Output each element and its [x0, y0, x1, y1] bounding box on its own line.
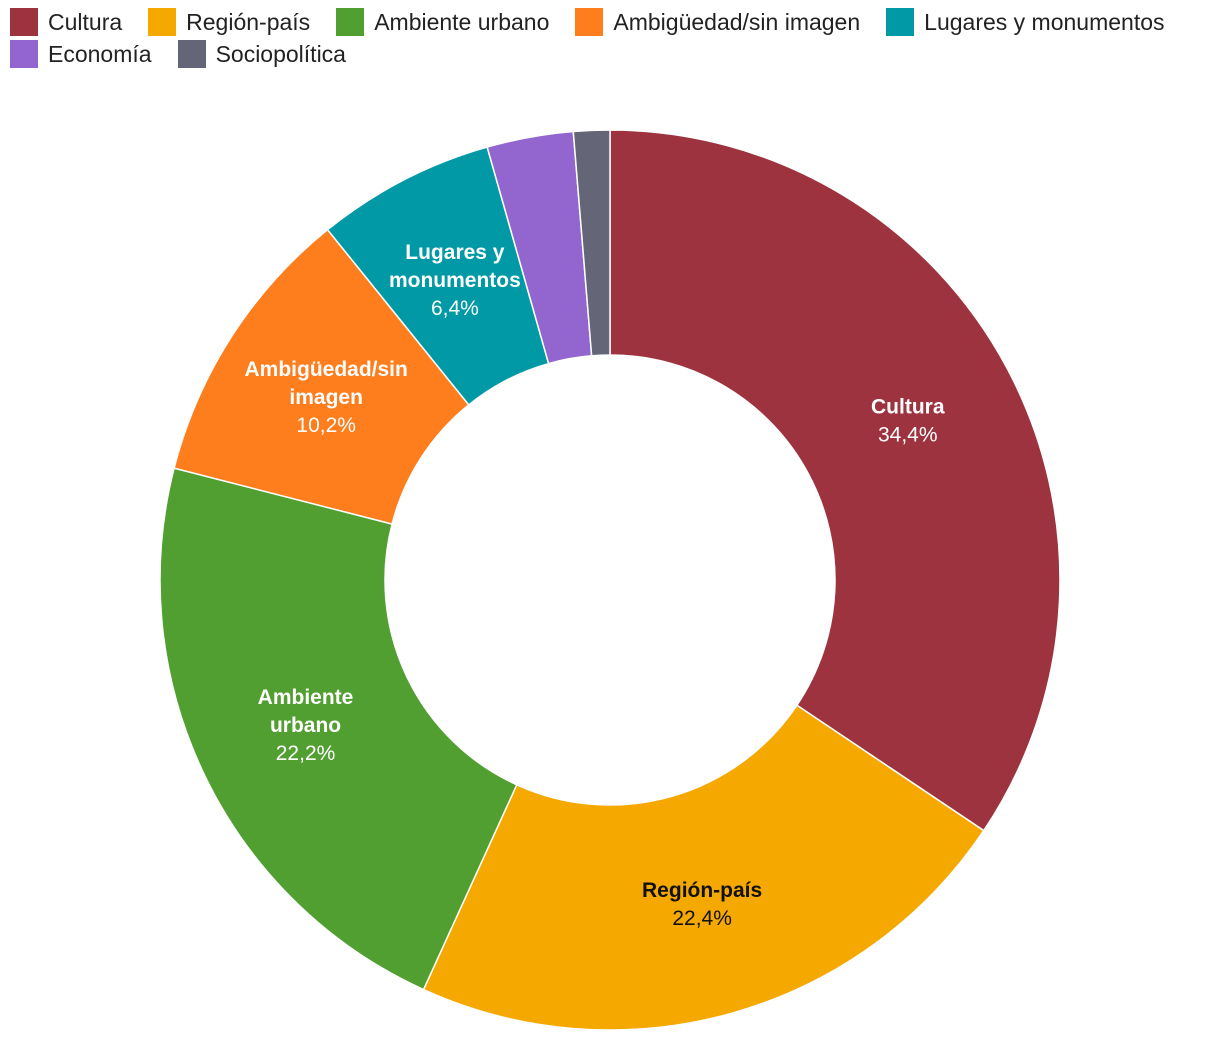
donut-slice[interactable] — [572, 129, 611, 357]
slice-label-title: Cultura — [871, 396, 945, 419]
donut-slice[interactable] — [422, 704, 985, 1031]
donut-slice[interactable] — [609, 129, 1061, 832]
legend-item[interactable]: Sociopolítica — [177, 40, 346, 68]
slice-label-title: imagen — [289, 386, 363, 409]
legend-item[interactable]: Región-país — [148, 8, 310, 36]
legend-swatch — [886, 8, 915, 36]
slice-label-value: 10,2% — [296, 414, 356, 437]
slice-label-title: Ambiente — [258, 686, 354, 709]
legend-label: Ambigüedad/sin imagen — [613, 8, 861, 35]
slice-label-title: Ambigüedad/sin — [245, 358, 408, 381]
legend-label: Ambiente urbano — [374, 8, 550, 35]
legend-item[interactable]: Lugares y monumentos — [886, 8, 1165, 36]
legend-item[interactable]: Ambigüedad/sin imagen — [575, 8, 860, 36]
legend-swatch — [575, 8, 604, 36]
legend-label: Economía — [48, 40, 152, 67]
slice-label-value: 22,4% — [672, 907, 732, 930]
slice-label-value: 34,4% — [878, 424, 938, 447]
legend-swatch — [10, 8, 38, 36]
legend-swatch — [336, 8, 365, 36]
slice-label: Región-país 22,4% — [642, 879, 762, 930]
legend-swatch — [10, 40, 38, 68]
slice-label-title: urbano — [270, 714, 341, 737]
slice-label-title: Región-país — [642, 879, 762, 902]
donut-slice[interactable] — [173, 228, 470, 525]
slice-label: Ambiente urbano 22,2% — [258, 686, 354, 765]
slice-label: Ambigüedad/sin imagen 10,2% — [245, 358, 408, 437]
donut-slice[interactable] — [159, 467, 518, 991]
legend-label: Cultura — [48, 8, 123, 35]
slice-label-title: Lugares y — [405, 241, 505, 264]
legend-label: Lugares y monumentos — [924, 8, 1165, 35]
legend-label: Región-país — [186, 8, 311, 35]
legend-swatch — [148, 8, 177, 36]
slice-label: Lugares y monumentos 6,4% — [389, 241, 521, 320]
chart-legend: Cultura Región-país Ambiente urbano Ambigüe… — [10, 8, 1210, 68]
legend-item[interactable]: Cultura — [10, 8, 122, 36]
legend-label: Sociopolítica — [215, 40, 346, 67]
slice-label: Cultura 34,4% — [871, 396, 945, 447]
legend-swatch — [177, 40, 206, 68]
slice-label-value: 22,2% — [276, 742, 336, 765]
legend-item[interactable]: Ambiente urbano — [336, 8, 549, 36]
slice-label-value: 6,4% — [431, 297, 479, 320]
slice-label-title: monumentos — [389, 269, 521, 292]
legend-item[interactable]: Economía — [10, 40, 152, 68]
